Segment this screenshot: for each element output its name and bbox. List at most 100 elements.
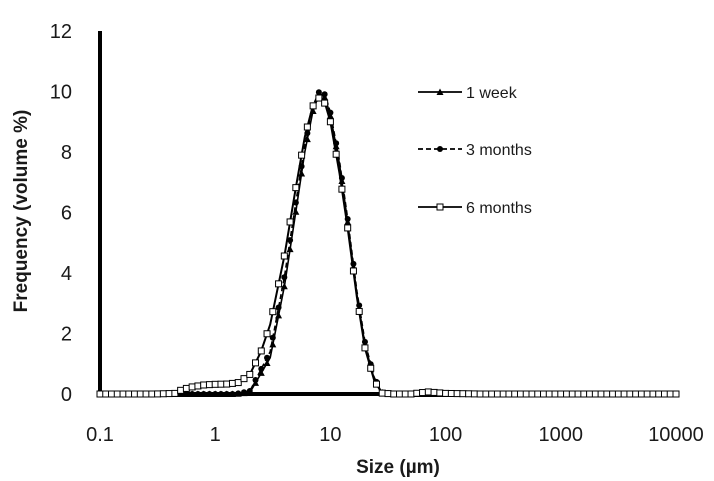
series-line — [100, 91, 676, 395]
data-point — [384, 390, 392, 398]
series-layer — [96, 89, 680, 398]
data-point — [470, 390, 478, 398]
data-point — [211, 380, 219, 388]
data-point — [303, 123, 311, 131]
data-point — [436, 88, 444, 95]
data-point — [212, 391, 219, 397]
data-point — [436, 203, 444, 211]
data-point — [332, 150, 340, 158]
data-point — [269, 308, 277, 316]
data-point — [407, 390, 415, 398]
data-point — [447, 389, 455, 397]
y-tick-label: 0 — [61, 384, 72, 406]
data-point — [281, 274, 288, 281]
x-tick-label: 10 — [319, 424, 341, 446]
data-point — [298, 170, 306, 177]
data-point — [177, 386, 185, 394]
data-point — [493, 390, 501, 398]
data-point — [108, 390, 116, 398]
data-point — [551, 390, 559, 398]
data-point — [154, 390, 162, 398]
data-point — [189, 391, 196, 397]
legend-label: 1 week — [466, 85, 518, 102]
data-point — [413, 389, 421, 397]
data-point — [148, 390, 156, 398]
data-point — [217, 391, 224, 397]
data-point — [528, 390, 536, 398]
data-point — [235, 390, 242, 397]
data-point — [234, 379, 242, 387]
data-point — [241, 389, 247, 396]
series-line — [100, 90, 676, 395]
data-point — [263, 330, 271, 338]
data-point — [430, 388, 438, 396]
legend-label: 6 months — [466, 200, 532, 217]
data-point — [655, 390, 663, 398]
data-point — [522, 390, 530, 398]
data-point — [165, 390, 173, 398]
data-point — [286, 218, 294, 226]
data-point — [609, 390, 617, 398]
data-point — [142, 390, 150, 398]
data-point — [258, 365, 265, 372]
y-tick-label: 10 — [50, 82, 72, 104]
legend-item: 3 months — [418, 142, 532, 159]
data-point — [620, 390, 628, 398]
data-point — [275, 280, 283, 288]
data-point — [252, 359, 260, 367]
data-point — [563, 390, 571, 398]
data-point — [246, 370, 254, 378]
data-point — [263, 359, 271, 367]
data-point — [315, 89, 322, 96]
data-point — [505, 390, 513, 398]
data-point — [597, 390, 605, 398]
data-point — [131, 390, 139, 398]
data-point — [269, 334, 276, 341]
x-tick-label: 1000 — [539, 424, 584, 446]
x-tick-label: 10000 — [648, 424, 704, 446]
data-point — [437, 146, 443, 152]
legend-item: 1 week — [418, 85, 518, 102]
data-point — [275, 311, 283, 319]
x-tick-label: 1 — [210, 424, 221, 446]
data-point — [315, 94, 323, 102]
data-point — [125, 390, 133, 398]
data-point — [252, 377, 259, 384]
data-point — [453, 390, 461, 398]
data-point — [488, 390, 496, 398]
data-point — [396, 390, 404, 398]
data-point — [591, 390, 599, 398]
data-point — [280, 252, 288, 260]
data-point — [580, 390, 588, 398]
data-point — [355, 307, 363, 315]
data-point — [229, 391, 236, 397]
series-1-week — [96, 90, 680, 397]
y-tick-label: 2 — [61, 324, 72, 346]
data-point — [194, 382, 202, 390]
data-point — [499, 390, 507, 398]
data-point — [223, 380, 231, 388]
data-point — [246, 387, 253, 394]
data-point — [217, 380, 225, 388]
data-point — [206, 391, 213, 397]
data-point — [424, 388, 432, 396]
data-point — [338, 185, 346, 193]
data-point — [459, 390, 467, 398]
data-point — [228, 379, 236, 387]
data-point — [136, 390, 144, 398]
y-tick-label: 8 — [61, 142, 72, 164]
data-point — [568, 390, 576, 398]
y-tick-label: 12 — [50, 21, 72, 43]
data-point — [482, 390, 490, 398]
data-point — [632, 390, 640, 398]
x-tick-labels: 0.1 1 10 100 1000 10000 — [86, 424, 704, 446]
data-point — [516, 390, 524, 398]
data-point — [292, 208, 300, 215]
data-point — [159, 390, 167, 398]
data-point — [287, 237, 294, 244]
data-point — [390, 390, 398, 398]
data-point — [194, 391, 201, 397]
data-point — [637, 390, 645, 398]
data-point — [292, 184, 300, 192]
data-point — [113, 390, 121, 398]
